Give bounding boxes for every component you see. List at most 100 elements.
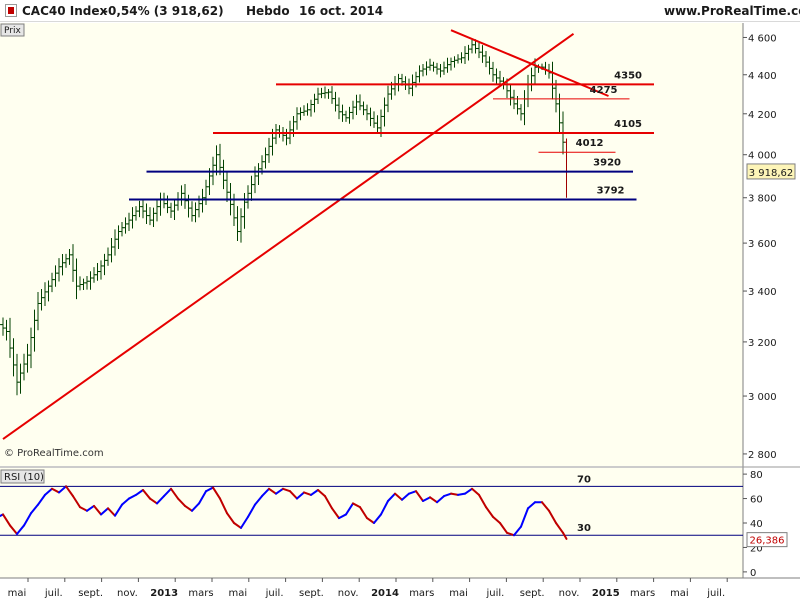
rsi-segment bbox=[86, 504, 95, 512]
rsi-segment bbox=[135, 489, 144, 496]
x-tick-label: mai bbox=[449, 588, 468, 599]
price-tick-label: 3 200 bbox=[748, 338, 777, 349]
price-tick-label: 3 600 bbox=[748, 239, 777, 250]
price-panel-label: Prix bbox=[4, 26, 21, 36]
rsi-segment bbox=[114, 503, 123, 517]
x-tick-label: sept. bbox=[78, 588, 103, 599]
source-link[interactable]: www.ProRealTime.com bbox=[664, 4, 800, 18]
rsi-segment bbox=[415, 490, 424, 502]
rsi-segment bbox=[373, 513, 382, 524]
rsi-segment bbox=[2, 513, 11, 527]
x-tick-label: sept. bbox=[520, 588, 545, 599]
x-tick-label: 2014 bbox=[371, 588, 399, 599]
rsi-segment bbox=[520, 507, 529, 528]
x-tick-label: mai bbox=[670, 588, 689, 599]
rsi-segment bbox=[331, 507, 340, 520]
rsi-segment bbox=[156, 495, 165, 505]
price-tick-label: 4 000 bbox=[748, 151, 777, 162]
rsi-segment bbox=[121, 497, 130, 506]
rsi-panel-label-box bbox=[0, 469, 45, 484]
rsi-segment bbox=[128, 493, 137, 500]
rsi-segment bbox=[240, 515, 249, 529]
rsi-segment bbox=[198, 490, 207, 505]
rsi-segment bbox=[464, 487, 473, 495]
rsi-segment bbox=[233, 522, 242, 529]
level-label-4275: 4275 bbox=[590, 85, 618, 96]
price-change: -0,54% (3 918,62) bbox=[103, 4, 224, 18]
rsi-segment bbox=[352, 502, 361, 509]
rsi-segment bbox=[205, 486, 214, 493]
rsi-segment bbox=[212, 486, 221, 500]
rsi-level-label-70: 70 bbox=[577, 474, 591, 485]
checkbox-icon[interactable] bbox=[5, 4, 17, 17]
rsi-segment bbox=[408, 490, 417, 495]
rsi-segment bbox=[58, 485, 67, 494]
x-tick-label: mars bbox=[630, 588, 655, 599]
rsi-segment bbox=[289, 490, 298, 500]
price-tick-label: 4 400 bbox=[748, 71, 777, 82]
rsi-segment bbox=[37, 493, 46, 506]
x-tick-label: sept. bbox=[299, 588, 324, 599]
rsi-segment bbox=[366, 517, 375, 524]
rsi-segment bbox=[226, 512, 235, 524]
rsi-segment bbox=[429, 496, 438, 504]
rsi-tick-label: 60 bbox=[750, 495, 763, 506]
rsi-segment bbox=[191, 502, 200, 512]
last-price-label: 3 918,62 bbox=[749, 168, 794, 179]
rsi-segment bbox=[499, 522, 508, 534]
rsi-segment bbox=[443, 492, 452, 498]
rsi-segment bbox=[450, 492, 459, 496]
price-panel-label-box bbox=[0, 23, 25, 37]
rsi-segment bbox=[149, 497, 158, 505]
rsi-segment bbox=[177, 497, 186, 507]
rsi-segment bbox=[163, 487, 172, 498]
rsi-segment bbox=[324, 495, 333, 510]
rsi-segment bbox=[296, 491, 305, 500]
x-tick-label: mai bbox=[8, 588, 27, 599]
rsi-segment bbox=[387, 492, 396, 502]
rsi-segment bbox=[422, 496, 431, 502]
rsi-segment bbox=[23, 512, 32, 527]
price-tick-label: 4 200 bbox=[748, 110, 777, 121]
rsi-segment bbox=[555, 522, 564, 534]
x-tick-label: nov. bbox=[338, 588, 359, 599]
rsi-segment bbox=[170, 487, 179, 500]
rsi-segment bbox=[268, 487, 277, 495]
price-tick-label: 2 800 bbox=[748, 450, 777, 461]
axis-panel bbox=[743, 23, 800, 578]
rsi-segment bbox=[380, 500, 389, 516]
price-panel bbox=[0, 23, 743, 466]
level-label-3920: 3920 bbox=[593, 158, 621, 169]
rsi-segment bbox=[527, 501, 536, 510]
x-tick-label: 2013 bbox=[150, 588, 178, 599]
rsi-segment bbox=[541, 501, 550, 512]
rsi-segment bbox=[303, 491, 312, 496]
rsi-segment bbox=[478, 493, 487, 509]
chart-header: CAC40 Index -0,54% (3 918,62) Hebdo 16 o… bbox=[0, 0, 800, 22]
rsi-segment bbox=[275, 487, 284, 495]
x-tick-label: juil. bbox=[265, 588, 284, 599]
rsi-segment bbox=[562, 531, 568, 540]
rsi-segment bbox=[436, 495, 445, 504]
rsi-segment bbox=[471, 487, 480, 496]
rsi-tick-label: 20 bbox=[750, 543, 763, 554]
rsi-segment bbox=[317, 489, 326, 498]
rsi-segment bbox=[394, 492, 403, 501]
rsi-segment bbox=[492, 515, 501, 524]
level-label-4012: 4012 bbox=[576, 138, 604, 149]
rsi-segment bbox=[219, 497, 228, 515]
chart-area: 2 800 3 000 3 200 3 400 3 600 3 800 4 000 4 200… bbox=[0, 23, 800, 599]
rsi-segment bbox=[310, 489, 319, 496]
rsi-segment bbox=[338, 513, 347, 520]
rsi-segment bbox=[79, 506, 88, 512]
period-label[interactable]: Hebdo bbox=[246, 4, 290, 18]
rsi-segment bbox=[513, 525, 522, 537]
x-tick-label: mars bbox=[188, 588, 213, 599]
rsi-segment bbox=[345, 502, 354, 516]
rsi-segment bbox=[30, 503, 39, 515]
rsi-segment bbox=[142, 489, 151, 500]
rsi-segment bbox=[282, 487, 291, 493]
x-tick-label: juil. bbox=[706, 588, 725, 599]
watermark: © ProRealTime.com bbox=[4, 448, 104, 459]
x-tick-label: 2015 bbox=[592, 588, 620, 599]
